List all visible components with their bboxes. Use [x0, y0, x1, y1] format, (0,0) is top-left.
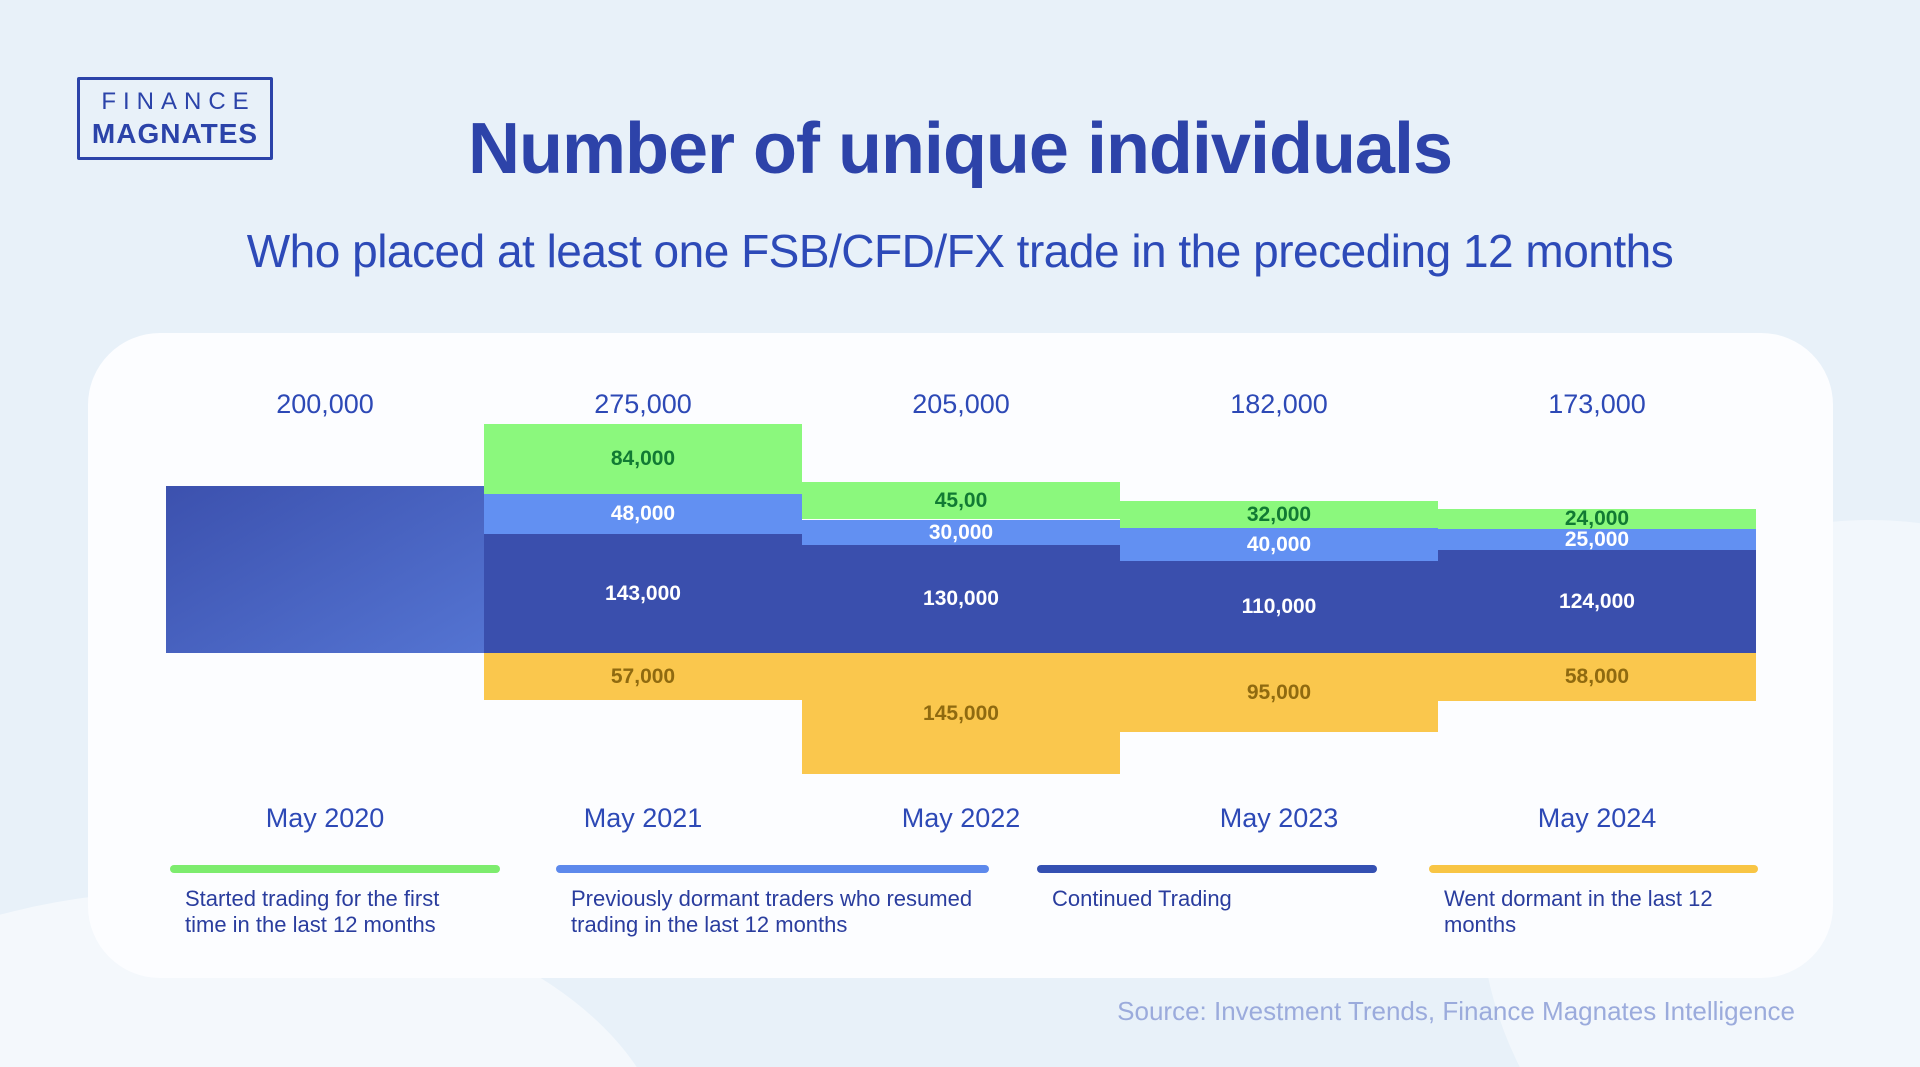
date-label-2: May 2022	[901, 803, 1021, 833]
bar-continued-4: 124,000	[1438, 550, 1756, 653]
bar-label-continued-1: 143,000	[605, 581, 681, 605]
legend-label-resumed: Previously dormant traders who resumed t…	[571, 886, 973, 937]
bar-resumed-1: 48,000	[484, 494, 802, 534]
page-title: Number of unique individuals	[467, 109, 1453, 189]
legend-label-went-dormant: Went dormant in the last 12 months	[1444, 886, 1713, 937]
total-label-2: 205,000	[912, 389, 1010, 419]
bar-label-new-traders-3: 32,000	[1246, 502, 1312, 526]
bar-resumed-4: 25,000	[1438, 527, 1756, 551]
bar-continued-2: 130,000	[802, 545, 1120, 653]
bar-label-continued-4: 124,000	[1559, 589, 1635, 613]
bar-label-new-traders-1: 84,000	[610, 447, 676, 470]
bar-new-traders-2: 45,00	[802, 482, 1120, 519]
bar-label-continued-2: 130,000	[923, 587, 999, 610]
bar-label-continued-3: 110,000	[1241, 595, 1317, 618]
chart-card: 200,000 May 2020 275,000 May 2021 57,000 143,…	[88, 333, 1833, 978]
bar-new-traders-1: 84,000	[484, 424, 802, 494]
bar-label-new-traders-2: 45,00	[934, 488, 988, 512]
total-label-1: 275,000	[594, 389, 692, 419]
legend-swatch-new-traders	[170, 865, 500, 873]
legend-item-new-traders: Started trading for the first time in th…	[170, 865, 500, 938]
source-attribution: Source: Investment Trends, Finance Magna…	[1117, 996, 1795, 1026]
bar-label-resumed-3: 40,000	[1246, 532, 1312, 556]
legend-item-went-dormant: Went dormant in the last 12 months	[1429, 865, 1758, 938]
bar-went-dormant-2: 145,000	[802, 653, 1120, 774]
page-subtitle: Who placed at least one FSB/CFD/FX trade…	[246, 225, 1674, 277]
bar-label-resumed-2: 30,000	[928, 520, 994, 544]
cohort-flow-chart: 200,000 May 2020 275,000 May 2021 57,000 143,…	[88, 333, 1833, 978]
legend-label-new-traders: Started trading for the first time in th…	[185, 886, 440, 937]
bar-label-new-traders-4: 24,000	[1564, 507, 1630, 530]
date-label-0: May 2020	[265, 803, 385, 833]
bar-label-went-dormant-4: 58,000	[1564, 665, 1630, 688]
bar-resumed-2: 30,000	[802, 520, 1120, 545]
legend-swatch-went-dormant	[1429, 865, 1758, 873]
legend-item-resumed: Previously dormant traders who resumed t…	[556, 865, 989, 938]
bar-went-dormant-3: 95,000	[1120, 653, 1438, 732]
legend-swatch-resumed	[556, 865, 989, 873]
bar-label-went-dormant-1: 57,000	[610, 664, 676, 688]
date-label-1: May 2021	[583, 803, 703, 833]
date-label-4: May 2024	[1537, 803, 1657, 833]
legend-item-continued: Continued Trading	[1037, 865, 1377, 912]
total-label-4: 173,000	[1548, 389, 1646, 419]
logo-text-magnates: MAGNATES	[91, 117, 259, 149]
bar-label-went-dormant-3: 95,000	[1246, 680, 1312, 704]
bar-label-went-dormant-2: 145,000	[923, 701, 999, 725]
bar-continued-3: 110,000	[1120, 561, 1438, 653]
bar-new-traders-4: 24,000	[1438, 507, 1756, 530]
bar-continued-1: 143,000	[484, 534, 802, 653]
bar-resumed-3: 40,000	[1120, 528, 1438, 561]
legend-label-continued: Continued Trading	[1052, 886, 1232, 911]
bar-went-dormant-1: 57,000	[484, 653, 802, 700]
total-label-0: 200,000	[276, 389, 374, 419]
total-label-3: 182,000	[1230, 389, 1328, 419]
finance-magnates-logo: FINANCE MAGNATES	[77, 77, 273, 160]
bar-new-traders-3: 32,000	[1120, 501, 1438, 528]
bar-went-dormant-4: 58,000	[1438, 653, 1756, 701]
legend-swatch-continued	[1037, 865, 1377, 873]
bar-combined-0	[166, 486, 484, 653]
bar-label-resumed-4: 25,000	[1564, 527, 1630, 551]
logo-text-finance: FINANCE	[101, 87, 256, 115]
date-label-3: May 2023	[1219, 803, 1339, 833]
bar-label-resumed-1: 48,000	[610, 502, 676, 525]
